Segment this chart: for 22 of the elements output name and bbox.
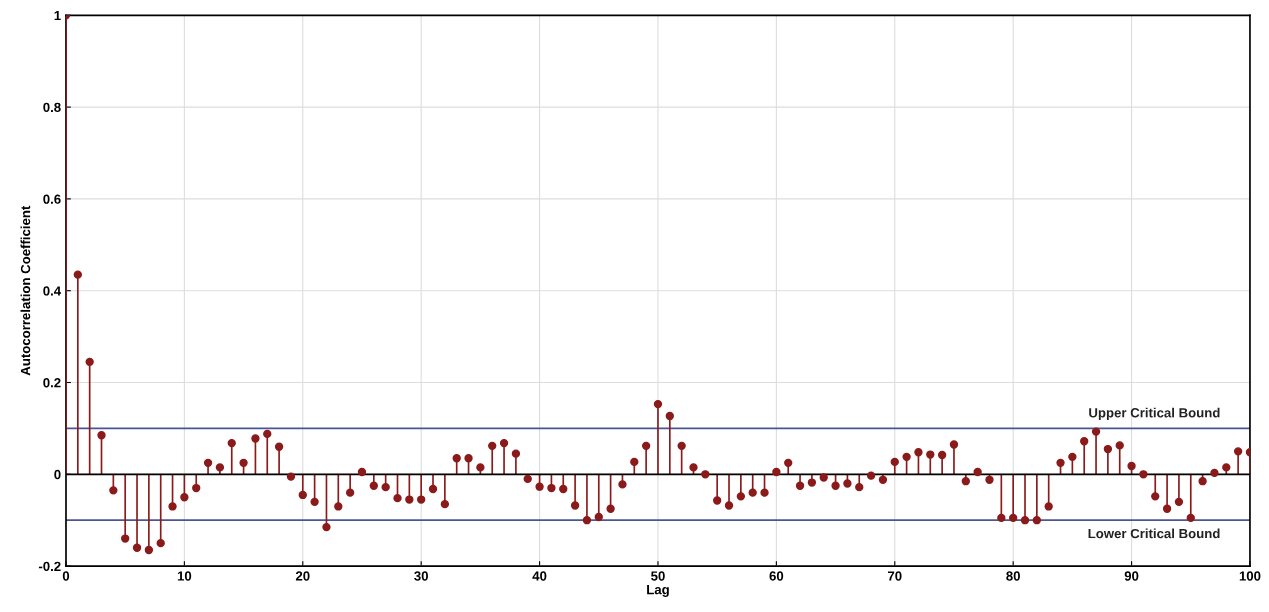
- y-tick-label: 0.6: [43, 194, 61, 204]
- x-tick-label: 40: [532, 571, 547, 581]
- x-tick-label: 90: [1124, 571, 1139, 581]
- x-tick-label: 0: [62, 571, 70, 581]
- x-tick-label: 20: [295, 571, 310, 581]
- x-tick-label: 60: [769, 571, 784, 581]
- y-axis-title: Autocorrelation Coefficient: [20, 205, 31, 376]
- ref-line-label: Upper Critical Bound: [1089, 407, 1220, 421]
- x-tick-label: 80: [1006, 571, 1020, 581]
- y-tick-label: 0: [54, 469, 61, 480]
- x-tick-label: 70: [888, 571, 902, 581]
- x-tick-label: 10: [177, 571, 192, 581]
- ref-line-label: Lower Critical Bound: [1088, 528, 1220, 539]
- y-tick-label: -0.2: [38, 561, 61, 572]
- x-tick-label: 30: [414, 571, 428, 581]
- y-tick-label: 0.8: [43, 102, 61, 113]
- y-tick-label: 0.2: [43, 378, 61, 388]
- y-tick-label: 1: [54, 11, 61, 21]
- x-axis-title: Lag: [647, 585, 669, 597]
- x-tick-label: 50: [651, 571, 665, 581]
- y-tick-label: 0.4: [43, 286, 62, 296]
- x-tick-label: 100: [1239, 571, 1261, 581]
